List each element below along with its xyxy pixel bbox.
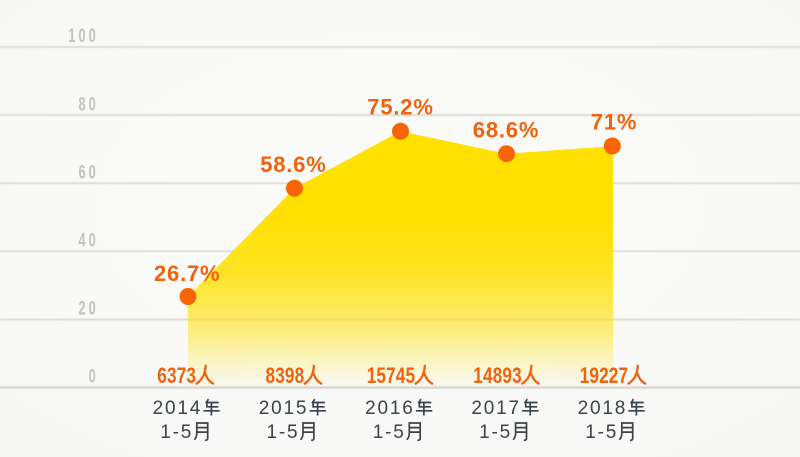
svg-text:8398: 8398 bbox=[266, 364, 305, 389]
svg-text:80: 80 bbox=[78, 94, 98, 115]
svg-text:1-5: 1-5 bbox=[267, 422, 300, 443]
svg-text:1-5: 1-5 bbox=[479, 422, 512, 443]
svg-text:1-5: 1-5 bbox=[373, 422, 406, 443]
svg-text:19227: 19227 bbox=[580, 364, 628, 389]
svg-text:58.6%: 58.6% bbox=[260, 152, 326, 177]
svg-text:40: 40 bbox=[78, 230, 98, 251]
svg-text:60: 60 bbox=[78, 162, 98, 183]
svg-text:2017: 2017 bbox=[471, 398, 520, 419]
svg-text:1-5: 1-5 bbox=[160, 422, 193, 443]
svg-text:6373: 6373 bbox=[157, 364, 196, 389]
svg-text:2016: 2016 bbox=[365, 398, 414, 419]
svg-text:0: 0 bbox=[89, 366, 99, 387]
svg-text:2015: 2015 bbox=[259, 398, 308, 419]
svg-text:14893: 14893 bbox=[473, 364, 521, 389]
svg-text:71%: 71% bbox=[591, 109, 637, 134]
svg-text:68.6%: 68.6% bbox=[473, 117, 539, 142]
svg-text:15745: 15745 bbox=[367, 364, 415, 389]
svg-text:1-5: 1-5 bbox=[585, 422, 618, 443]
svg-text:26.7%: 26.7% bbox=[154, 261, 220, 286]
svg-text:2014: 2014 bbox=[153, 398, 202, 419]
svg-text:20: 20 bbox=[78, 298, 98, 319]
svg-text:100: 100 bbox=[68, 26, 99, 47]
svg-text:75.2%: 75.2% bbox=[367, 94, 433, 119]
svg-text:2018: 2018 bbox=[578, 398, 627, 419]
